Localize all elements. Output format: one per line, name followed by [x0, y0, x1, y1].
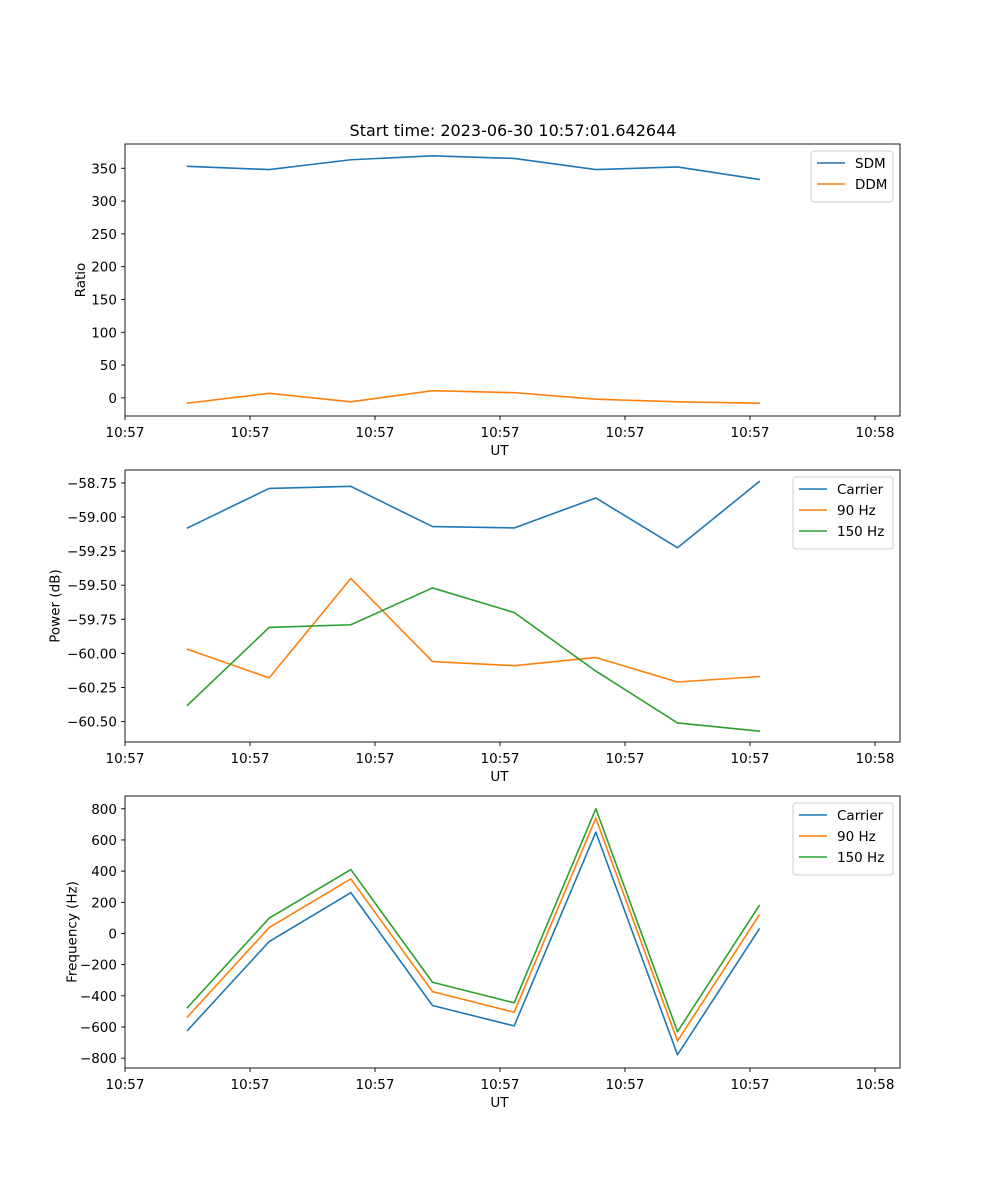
legend: Carrier 90 Hz 150 Hz: [792, 476, 894, 550]
x-tick-label: 10:57: [231, 425, 270, 441]
x-tick-label: 10:57: [356, 1077, 395, 1093]
y-tick-label: −800: [80, 1051, 117, 1067]
x-tick-label: 10:57: [356, 425, 395, 441]
y-tick-label: −60.00: [67, 646, 117, 662]
x-tick-label: 10:57: [106, 1077, 145, 1093]
x-tick-label: 10:57: [106, 425, 145, 441]
y-tick-label: −400: [80, 989, 117, 1005]
y-axis-label: Frequency (Hz): [65, 881, 81, 983]
x-tick-label: 10:57: [606, 751, 645, 767]
series-line-150-hz: [186, 807, 761, 1033]
y-axis-label: Power (dB): [47, 569, 63, 642]
x-tick-label: 10:57: [231, 751, 270, 767]
y-tick-label: 150: [91, 292, 117, 308]
subplot-1: 10:57 10:57 10:57 10:57 10:57 10:57 10:58 0 50 10…: [73, 143, 901, 459]
y-tick-label: −59.75: [67, 612, 117, 628]
series-line-150-hz: [186, 587, 761, 732]
legend: SDM DDM: [810, 150, 894, 203]
y-tick-label: −58.75: [67, 476, 117, 492]
x-tick-label: 10:57: [481, 1077, 520, 1093]
x-tick-label: 10:57: [606, 425, 645, 441]
x-tick-label: 10:58: [856, 751, 895, 767]
x-tick-label: 10:57: [356, 751, 395, 767]
x-tick-label: 10:57: [606, 1077, 645, 1093]
y-tick-label: −59.25: [67, 544, 117, 560]
series-line-carrier: [186, 480, 761, 549]
axes-frame: [124, 469, 901, 743]
y-axis-label: Ratio: [73, 263, 89, 298]
x-axis-label: UT: [490, 443, 509, 459]
y-tick-label: 200: [91, 260, 117, 276]
series-line-90-hz: [186, 577, 761, 683]
x-tick-label: 10:57: [731, 1077, 770, 1093]
legend-label: SDM: [855, 156, 886, 172]
legend-label: 90 Hz: [837, 829, 876, 845]
axes-frame: [124, 795, 901, 1069]
y-tick-label: −59.00: [67, 510, 117, 526]
x-tick-label: 10:57: [731, 425, 770, 441]
y-tick-label: 0: [108, 391, 117, 407]
y-tick-label: −200: [80, 958, 117, 974]
x-tick-label: 10:57: [106, 751, 145, 767]
x-tick-label: 10:57: [481, 751, 520, 767]
y-tick-label: 100: [91, 325, 117, 341]
legend-label: 150 Hz: [837, 850, 884, 866]
y-tick-label: 200: [91, 895, 117, 911]
x-axis-label: UT: [490, 769, 509, 785]
series-line-ddm: [186, 389, 760, 405]
y-tick-label: 300: [91, 194, 117, 210]
subplot-3: 10:57 10:57 10:57 10:57 10:57 10:57 10:58 −800 −…: [65, 795, 901, 1111]
y-tick-label: −60.50: [67, 715, 117, 731]
y-tick-label: 350: [91, 161, 117, 177]
subplot-2: 10:57 10:57 10:57 10:57 10:57 10:57 10:58 −60.5…: [47, 469, 901, 785]
x-tick-label: 10:57: [481, 425, 520, 441]
y-tick-label: −59.50: [67, 578, 117, 594]
y-tick-label: 250: [91, 227, 117, 243]
y-tick-label: 0: [108, 926, 117, 942]
y-tick-label: 600: [91, 833, 117, 849]
y-tick-label: 800: [91, 802, 117, 818]
legend-label: DDM: [855, 177, 887, 193]
x-tick-label: 10:57: [231, 1077, 270, 1093]
y-tick-label: 400: [91, 864, 117, 880]
legend-label: Carrier: [837, 808, 884, 824]
y-tick-label: 50: [100, 358, 117, 374]
series-line-90-hz: [186, 817, 761, 1042]
series-line-carrier: [186, 831, 761, 1056]
x-tick-label: 10:58: [856, 1077, 895, 1093]
chart-title: Start time: 2023-06-30 10:57:01.642644: [350, 121, 677, 140]
legend-label: Carrier: [837, 482, 884, 498]
legend-label: 150 Hz: [837, 524, 884, 540]
x-axis-label: UT: [490, 1095, 509, 1111]
axes-frame: [124, 143, 901, 417]
y-tick-label: −60.25: [67, 680, 117, 696]
series-line-sdm: [186, 155, 761, 181]
x-tick-label: 10:57: [731, 751, 770, 767]
x-tick-label: 10:58: [856, 425, 895, 441]
y-tick-label: −600: [80, 1020, 117, 1036]
legend-label: 90 Hz: [837, 503, 876, 519]
legend: Carrier 90 Hz 150 Hz: [792, 802, 894, 876]
